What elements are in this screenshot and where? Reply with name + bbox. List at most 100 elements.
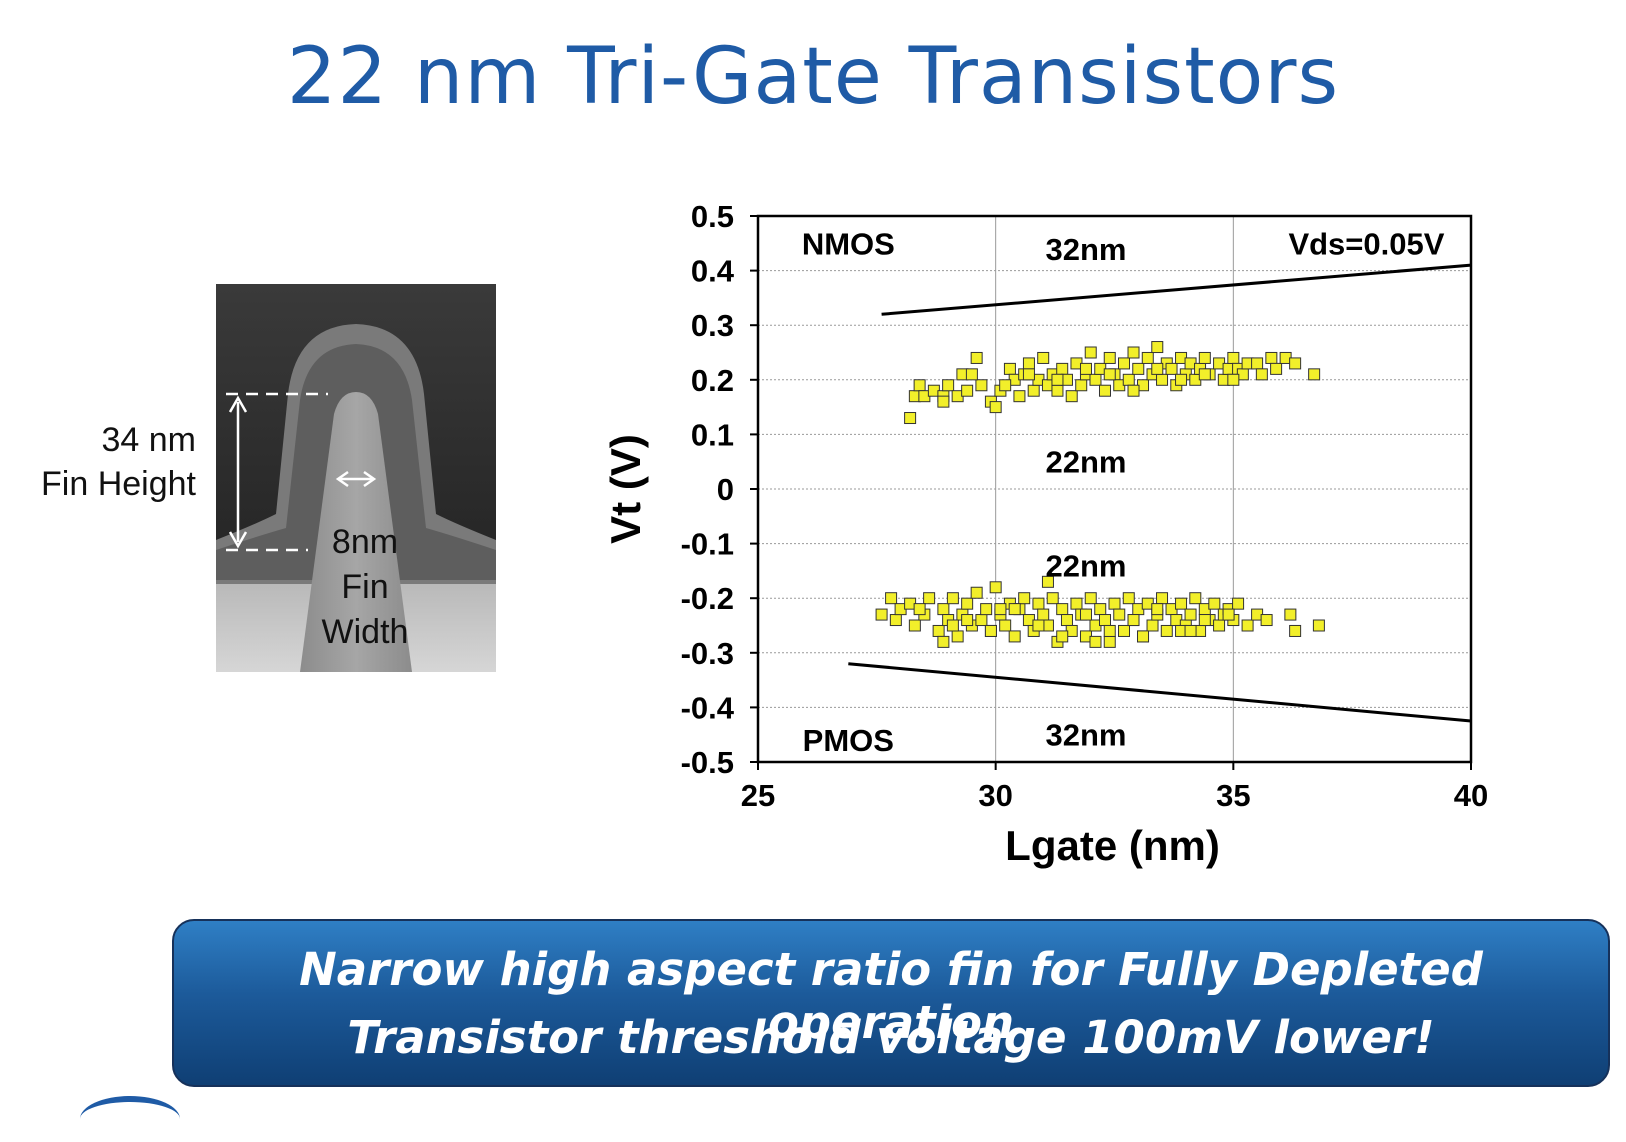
- data-point-s0-9: [961, 384, 974, 397]
- trend-line-0: [881, 263, 1472, 316]
- data-point-s1-18: [980, 603, 993, 616]
- data-point-s1-81: [984, 624, 997, 637]
- callout-banner: Narrow high aspect ratio fin for Fully D…: [172, 919, 1610, 1087]
- data-point-s1-95: [1089, 635, 1102, 648]
- fin-height-label: 34 nm Fin Height: [10, 418, 196, 506]
- data-point-s1-79: [937, 635, 950, 648]
- data-point-s0-6: [942, 379, 955, 392]
- data-point-s0-74: [999, 379, 1012, 392]
- chart-trend-lines: [848, 263, 1472, 723]
- fin-height-value: 34 nm: [101, 421, 197, 459]
- data-point-s0-73: [965, 368, 978, 381]
- data-point-s1-7: [923, 592, 936, 605]
- data-point-s0-42: [1132, 362, 1145, 375]
- data-point-s1-44: [1103, 635, 1116, 648]
- data-point-s1-47: [1118, 624, 1131, 637]
- data-point-s1-22: [999, 619, 1012, 632]
- chart-grid: [757, 215, 1472, 763]
- data-point-s0-36: [1103, 351, 1116, 364]
- fin-width-text-1: Fin: [341, 568, 389, 606]
- data-point-s1-11: [946, 592, 959, 605]
- data-point-s1-96: [1137, 630, 1150, 643]
- data-point-s1-14: [961, 597, 974, 610]
- data-point-s1-48: [1122, 592, 1135, 605]
- data-point-s1-78: [913, 603, 926, 616]
- data-point-s0-28: [1065, 390, 1078, 403]
- fin-width-value: 8nm: [331, 523, 399, 561]
- fin-tem-image: [216, 284, 496, 672]
- data-point-s1-61: [1184, 608, 1197, 621]
- data-point-s0-78: [1103, 368, 1116, 381]
- data-point-s0-33: [1089, 373, 1102, 386]
- data-point-s1-75: [1284, 608, 1297, 621]
- data-point-s1-26: [1018, 592, 1031, 605]
- data-point-s1-84: [1056, 630, 1069, 643]
- data-point-s1-85: [1079, 608, 1092, 621]
- data-point-s1-45: [1108, 597, 1121, 610]
- annotation-1: 32nm: [1045, 232, 1126, 267]
- chart-points: [875, 341, 1325, 648]
- data-point-s1-90: [1198, 614, 1211, 627]
- data-point-s1-1: [885, 592, 898, 605]
- y-tick-label-6: -0.1: [681, 527, 734, 562]
- data-point-s1-46: [1113, 608, 1126, 621]
- data-point-s1-83: [1032, 619, 1045, 632]
- data-point-s0-81: [1175, 373, 1188, 386]
- data-point-s1-53: [1146, 619, 1159, 632]
- data-point-s0-68: [1270, 362, 1283, 375]
- data-point-s0-71: [1308, 368, 1321, 381]
- data-point-s1-91: [1222, 608, 1235, 621]
- trend-line-1: [848, 662, 1472, 723]
- data-point-s1-72: [1241, 619, 1254, 632]
- data-point-s0-67: [1265, 351, 1278, 364]
- data-point-s0-32: [1084, 346, 1097, 359]
- annotation-0: NMOS: [802, 226, 895, 261]
- data-point-s0-75: [1022, 368, 1035, 381]
- data-point-s0-25: [1051, 384, 1064, 397]
- data-point-s1-24: [1008, 630, 1021, 643]
- data-point-s1-82: [1008, 603, 1021, 616]
- data-point-s1-9: [937, 603, 950, 616]
- data-point-s1-17: [975, 614, 988, 627]
- callout-line-2: Transistor threshold voltage 100mV lower…: [347, 1011, 1435, 1064]
- data-point-s1-55: [1156, 592, 1169, 605]
- arrow-up-icon: [228, 395, 248, 413]
- data-point-s0-49: [1165, 362, 1178, 375]
- chart-annotations: NMOS 32nm Vds=0.05V 22nm 22nm PMOS 32nm: [802, 226, 1445, 758]
- data-point-s1-71: [1232, 597, 1245, 610]
- arrow-down-icon: [228, 531, 248, 549]
- data-point-s0-22: [1037, 351, 1050, 364]
- data-point-s1-80: [961, 614, 974, 627]
- data-point-s0-77: [1079, 362, 1092, 375]
- x-tick-label-1: 30: [978, 778, 1012, 813]
- y-tick-label-9: -0.4: [681, 690, 735, 725]
- data-point-s0-10: [970, 351, 983, 364]
- data-point-s1-2: [889, 614, 902, 627]
- y-tick-label-3: 0.2: [691, 363, 734, 398]
- data-point-s1-42: [1094, 603, 1107, 616]
- x-tick-label-2: 35: [1216, 778, 1250, 813]
- data-point-s0-61: [1227, 351, 1240, 364]
- data-point-s1-93: [994, 603, 1007, 616]
- slide-title: 22 nm Tri-Gate Transistors: [286, 32, 1340, 122]
- data-point-s1-8: [932, 624, 945, 637]
- x-tick-label-3: 40: [1454, 778, 1488, 813]
- tem-fin: [300, 392, 412, 672]
- data-point-s0-72: [937, 395, 950, 408]
- x-tick-label-0: 25: [741, 778, 775, 813]
- fin-height-text: Fin Height: [41, 465, 196, 503]
- data-point-s1-76: [1289, 624, 1302, 637]
- data-point-s0-70: [1289, 357, 1302, 370]
- y-tick-label-0: 0.5: [691, 199, 734, 234]
- chart-ticks: 0.5 0.4 0.3 0.2 0.1 0 -0.1 -0.2 -0.3 -0.4 -0.525 30…: [681, 199, 1489, 813]
- data-point-s0-46: [1151, 341, 1164, 354]
- data-point-s1-32: [1046, 592, 1059, 605]
- data-point-s1-86: [1103, 624, 1116, 637]
- y-tick-label-2: 0.3: [691, 308, 734, 343]
- data-point-s0-26: [1056, 362, 1069, 375]
- data-point-s0-56: [1198, 351, 1211, 364]
- data-point-s1-12: [951, 630, 964, 643]
- data-point-s1-62: [1189, 592, 1202, 605]
- data-point-s1-67: [1213, 619, 1226, 632]
- data-point-s0-82: [1198, 368, 1211, 381]
